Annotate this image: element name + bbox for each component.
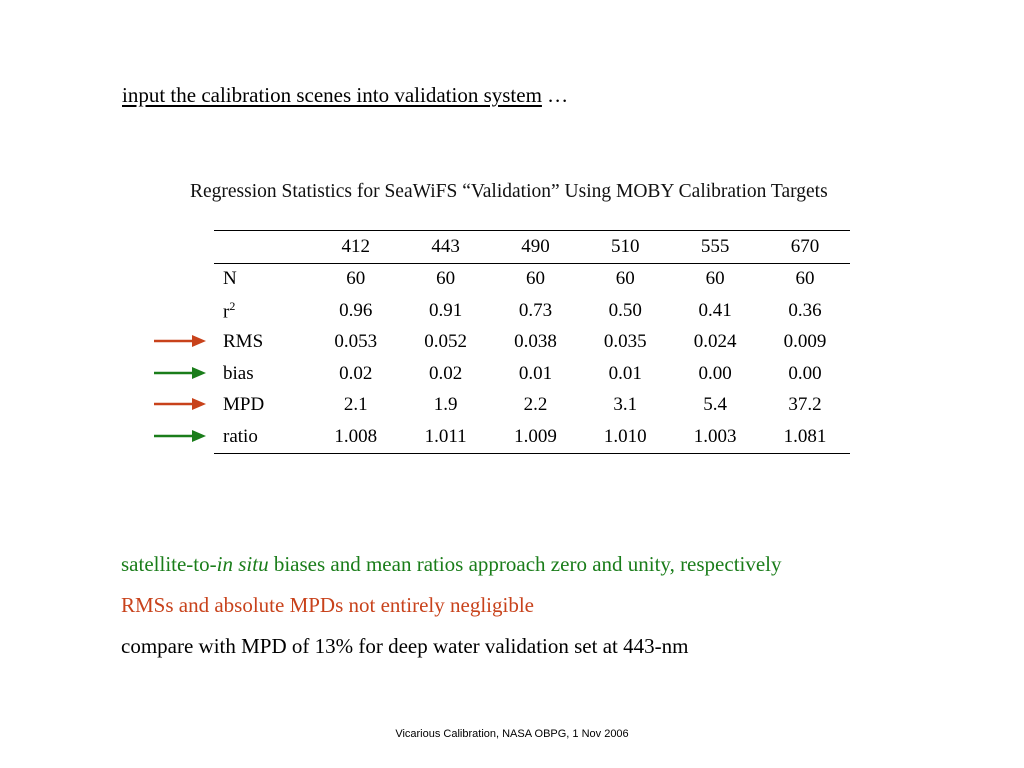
- table-cell: 0.052: [424, 331, 467, 353]
- table-cell: 1.003: [693, 425, 737, 447]
- table-cell: 0.50: [608, 299, 642, 321]
- table-cell: 0.02: [428, 362, 463, 384]
- table-cell: 0.00: [698, 362, 732, 384]
- table-cell: 60: [436, 268, 456, 290]
- green-arrow-icon: [154, 430, 206, 442]
- intro-link-text[interactable]: input the calibration scenes into valida…: [122, 83, 542, 107]
- row-label: r2: [214, 295, 311, 327]
- header-corner-cell: [214, 231, 311, 264]
- table-cell: 0.01: [608, 362, 642, 384]
- table-cell: 60: [346, 268, 366, 290]
- table-cell: 0.024: [693, 331, 737, 353]
- table-cell: 1.081: [783, 425, 827, 447]
- orange-arrow-icon: [154, 335, 206, 347]
- note-biases-pre: satellite-to-: [121, 552, 217, 576]
- table-cell: 0.02: [339, 362, 373, 384]
- table-cell: 60: [525, 268, 545, 290]
- table-cell: 0.035: [603, 331, 647, 353]
- table-cell: 0.91: [428, 299, 463, 321]
- table-header-row: 412 443 490 510 555 670: [214, 230, 850, 264]
- regression-stats-table: 412 443 490 510 555 670 N 60 60 60 60 60…: [214, 230, 850, 454]
- table-cell: 1.9: [433, 394, 458, 416]
- intro-ellipsis: …: [541, 83, 569, 107]
- table-cell: 0.00: [788, 362, 822, 384]
- note-biases-italic: in situ: [216, 552, 269, 576]
- column-header: 443: [431, 235, 460, 257]
- row-label-superscript: 2: [229, 298, 236, 313]
- column-header: 510: [611, 235, 640, 257]
- row-label: bias: [223, 362, 254, 384]
- table-cell: 1.008: [334, 425, 378, 447]
- table-cell: 1.011: [424, 425, 467, 447]
- table-cell: 0.009: [783, 331, 827, 353]
- column-header: 412: [341, 235, 371, 257]
- note-rms-mpd: RMSs and absolute MPDs not entirely negl…: [121, 593, 534, 617]
- table-cell: 0.053: [334, 331, 378, 353]
- table-cell: 2.1: [343, 394, 368, 416]
- green-arrow-icon: [154, 367, 206, 379]
- table-cell: 0.36: [788, 299, 822, 321]
- table-row-bias: bias 0.02 0.02 0.01 0.01 0.00 0.00: [214, 358, 850, 390]
- table-cell: 0.96: [339, 299, 373, 321]
- table-cell: 1.010: [603, 425, 647, 447]
- table-row-n: N 60 60 60 60 60 60: [214, 263, 850, 295]
- table-cell: 0.01: [518, 362, 553, 384]
- table-cell: 0.41: [698, 299, 732, 321]
- table-cell: 1.009: [514, 425, 557, 447]
- column-header: 670: [790, 235, 820, 257]
- note-biases-post: biases and mean ratios approach zero and…: [268, 552, 782, 576]
- intro-line: input the calibration scenes into valida…: [122, 83, 568, 108]
- column-header: 555: [700, 235, 730, 257]
- note-biases: satellite-to-in situ biases and mean rat…: [121, 552, 782, 577]
- row-label: RMS: [223, 331, 264, 353]
- row-label-text: r: [223, 300, 230, 322]
- table-title: Regression Statistics for SeaWiFS “Valid…: [190, 181, 828, 202]
- slide-footer: Vicarious Calibration, NASA OBPG, 1 Nov …: [395, 728, 629, 740]
- row-label: MPD: [223, 394, 265, 416]
- table-cell: 5.4: [703, 394, 728, 416]
- table-cell: 60: [705, 268, 725, 290]
- table-cell: 60: [795, 268, 815, 290]
- table-cell: 3.1: [613, 394, 638, 416]
- table-row-r2: r2 0.96 0.91 0.73 0.50 0.41 0.36: [214, 295, 850, 327]
- table-cell: 2.2: [523, 394, 548, 416]
- table-cell: 0.73: [518, 299, 553, 321]
- orange-arrow-icon: [154, 398, 206, 410]
- table-cell: 60: [615, 268, 635, 290]
- note-deep-water: compare with MPD of 13% for deep water v…: [121, 634, 689, 658]
- column-header: 490: [521, 235, 550, 257]
- row-label: ratio: [223, 425, 258, 447]
- table-cell: 0.038: [514, 331, 557, 353]
- row-label: N: [223, 268, 237, 290]
- table-cell: 37.2: [788, 394, 822, 416]
- table-row-mpd: MPD 2.1 1.9 2.2 3.1 5.4 37.2: [214, 390, 850, 422]
- table-row-ratio: ratio 1.008 1.011 1.009 1.010 1.003 1.08…: [214, 421, 850, 453]
- table-row-rms: RMS 0.053 0.052 0.038 0.035 0.024 0.009: [214, 327, 850, 359]
